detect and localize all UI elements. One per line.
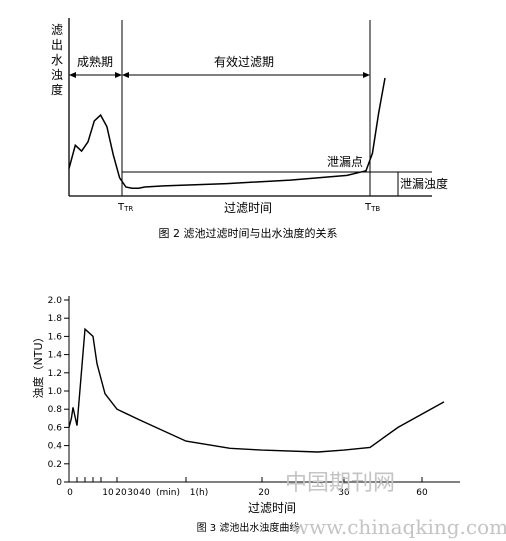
fig3-curve [68,327,445,453]
fig3-x-tick-label: 40 [139,488,151,498]
fig2-phase-effective: 有效过滤期 [214,54,274,69]
fig3-y-tick-label: 0.8 [48,405,63,415]
fig2-arrowhead-left-2 [122,72,129,78]
fig2-tb-label-text: TB [370,205,380,213]
fig2-x-axis-label: 过滤时间 [224,201,272,215]
fig2-breakthrough-turbidity-label: 泄漏浊度 [400,176,448,191]
fig3-x-tick-label: 30 [338,488,350,498]
fig2-phase-maturation: 成熟期 [77,54,113,69]
fig3-x-tick-label: 1(h) [190,488,208,498]
fig2-arrowhead-left [69,72,76,78]
fig2-y-axis-label-char: 度 [51,82,63,97]
fig2-breakthrough-point-label: 泄漏点 [327,155,363,169]
fig3-x-tick-label: (min) [156,488,180,498]
fig3-x-tick-label: 60 [416,488,428,498]
fig3-y-tick-label: 0.4 [48,442,63,452]
fig2-arrowhead-right [115,72,122,78]
fig3-x-axis-label: 过滤时间 [248,501,296,515]
fig3-y-tick-label: 1.0 [48,387,63,397]
watermark-site: 中国期刊网 [285,471,395,496]
fig3-caption: 图 3 滤池出水浊度曲线 [197,521,300,534]
fig3-x-ticks: 0 10 20 30 40 (min) 1(h) 20 30 60 [67,477,428,498]
fig3-y-tick-label: 1.8 [48,314,63,324]
fig3-x-tick-label: 20 [258,488,270,498]
fig2-curve [68,77,386,189]
fig3-x-tick-label: 30 [127,488,139,498]
fig2-tr-label-text: TR [123,205,133,213]
fig2-y-axis-label-char: 浊 [51,68,63,82]
fig2-y-axis-label-char: 滤 [51,23,63,37]
fig3-y-tick-label: 0.6 [48,423,63,433]
fig3-y-tick-label: 0 [56,478,62,488]
fig2-tr-label: TTR [117,202,133,213]
fig3-x-tick-label: 20 [115,488,127,498]
fig2-tb-label: TTB [364,202,380,213]
fig3-y-tick-label: 1.4 [48,351,63,361]
fig3-y-axis-label: 浊度（NTU） [31,332,45,399]
watermark-url: www.chinaqking.com [292,515,506,539]
fig3-x-tick-label: 10 [102,488,114,498]
fig3-y-tick-label: 0.2 [48,460,62,470]
fig2-y-axis-label-char: 出 [51,38,63,52]
fig3-y-tick-label: 1.6 [48,332,63,342]
fig2-arrowhead-right-2 [363,72,370,78]
fig2-caption: 图 2 滤池过滤时间与出水浊度的关系 [159,226,338,240]
fig3-y-tick-label: 2.0 [48,296,63,306]
fig3-x-tick-label: 0 [67,488,73,498]
fig3-y-tick-label: 1.2 [48,369,62,379]
fig2-y-axis-label-char: 水 [51,53,63,67]
fig3-y-ticks: 0 0.2 0.4 0.6 0.8 1.0 1.2 1.4 1.6 1.8 2.0 [48,296,69,488]
figure-3: 00.20.40.60.81.01.21.41.61.82.0 0 10 20 30 4… [31,296,460,534]
